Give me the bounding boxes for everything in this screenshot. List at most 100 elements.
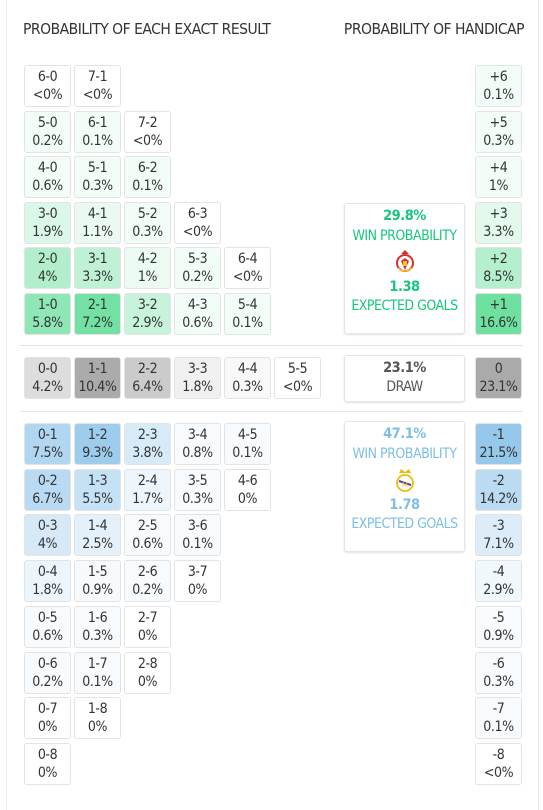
score-label: 1-5 xyxy=(87,564,108,580)
score-label: 1-0 xyxy=(37,297,58,313)
score-label: +4 xyxy=(489,160,508,176)
score-label: -6 xyxy=(492,656,505,672)
probability-value: <0% xyxy=(82,87,113,103)
score-label: 3-4 xyxy=(187,427,208,443)
score-label: 2-1 xyxy=(87,297,108,313)
score-cell-5-3: 5-3 0.2% xyxy=(174,247,221,289)
score-label: 1-3 xyxy=(87,473,108,489)
probability-value: 2.9% xyxy=(483,582,514,598)
score-label: 4-4 xyxy=(237,361,258,377)
probability-value: 0.1% xyxy=(483,87,514,103)
score-label: +1 xyxy=(489,297,508,313)
probability-value: 0.1% xyxy=(232,445,263,461)
probability-value: 0.1% xyxy=(132,178,163,194)
probability-value: <0% xyxy=(182,224,213,240)
score-cell-0-1: 0-1 7.5% xyxy=(24,423,71,465)
score-cell-1-6: 1-6 0.3% xyxy=(74,606,121,648)
score-cell-4-3: 4-3 0.6% xyxy=(174,293,221,335)
score-cell-6-0: 6-0 <0% xyxy=(24,65,71,107)
score-label: 3-5 xyxy=(187,473,208,489)
score-label: 6-0 xyxy=(37,69,58,85)
score-cell-3-1: 3-1 3.3% xyxy=(74,247,121,289)
probability-value: 6.4% xyxy=(132,379,163,395)
score-cell-handicap--3: -3 7.1% xyxy=(475,514,522,556)
probability-value: 16.6% xyxy=(479,315,518,331)
away-win-label: WIN PROBABILITY xyxy=(352,446,457,462)
score-cell-1-1: 1-1 10.4% xyxy=(74,357,121,399)
probability-value: 0.2% xyxy=(32,133,63,149)
score-cell-3-4: 3-4 0.8% xyxy=(174,423,221,465)
score-label: 6-1 xyxy=(87,115,108,131)
probability-value: 1.9% xyxy=(32,224,63,240)
score-label: +5 xyxy=(489,115,508,131)
probability-value: 0.1% xyxy=(232,315,263,331)
score-label: 5-0 xyxy=(37,115,58,131)
score-label: +2 xyxy=(489,251,508,267)
probability-value: 0.2% xyxy=(182,269,213,285)
score-cell-handicap--5: -5 0.9% xyxy=(475,606,522,648)
home-win-probability: 29.8% xyxy=(383,208,426,224)
probability-value: 1% xyxy=(488,178,509,194)
probability-value: 0.3% xyxy=(132,224,163,240)
divider-top xyxy=(20,345,523,346)
probability-value: 1.1% xyxy=(82,224,113,240)
score-cell-5-4: 5-4 0.1% xyxy=(224,293,271,335)
score-cell-2-6: 2-6 0.2% xyxy=(124,560,171,602)
score-cell-2-0: 2-0 4% xyxy=(24,247,71,289)
probability-value: 0.1% xyxy=(82,674,113,690)
away-expected-goals: 1.78 xyxy=(389,497,420,513)
score-label: 1-7 xyxy=(87,656,108,672)
score-cell-handicap--4: -4 2.9% xyxy=(475,560,522,602)
score-label: 3-7 xyxy=(187,564,208,580)
score-label: 0-1 xyxy=(37,427,58,443)
score-cell-4-1: 4-1 1.1% xyxy=(74,202,121,244)
probability-value: 0.6% xyxy=(32,628,63,644)
probability-value: 9.3% xyxy=(82,445,113,461)
panel-border-right xyxy=(538,0,539,810)
score-cell-4-4: 4-4 0.3% xyxy=(224,357,271,399)
score-label: 2-6 xyxy=(137,564,158,580)
score-cell-3-5: 3-5 0.3% xyxy=(174,469,221,511)
score-cell-0-0: 0-0 4.2% xyxy=(24,357,71,399)
score-cell-6-2: 6-2 0.1% xyxy=(124,156,171,198)
score-label: 2-7 xyxy=(137,610,158,626)
score-label: -2 xyxy=(492,473,505,489)
score-cell-0-7: 0-7 0% xyxy=(24,697,71,739)
probability-value: <0% xyxy=(32,87,63,103)
score-cell-6-1: 6-1 0.1% xyxy=(74,111,121,153)
probability-value: 0% xyxy=(137,628,158,644)
probability-value: 10.4% xyxy=(78,379,117,395)
score-cell-handicap-+5: +5 0.3% xyxy=(475,111,522,153)
benfica-crest-icon xyxy=(395,250,414,272)
probability-value: 0% xyxy=(137,674,158,690)
score-label: 1-6 xyxy=(87,610,108,626)
score-cell-handicap--1: -1 21.5% xyxy=(475,423,522,465)
score-cell-7-2: 7-2 <0% xyxy=(124,111,171,153)
score-cell-3-0: 3-0 1.9% xyxy=(24,202,71,244)
score-label: 2-8 xyxy=(137,656,158,672)
score-cell-1-0: 1-0 5.8% xyxy=(24,293,71,335)
away-team-card: 47.1% WIN PROBABILITY M 1.78 EXPECTED GO… xyxy=(344,421,465,552)
probability-value: 0.3% xyxy=(232,379,263,395)
probability-value: 0.2% xyxy=(132,582,163,598)
score-label: +3 xyxy=(489,206,508,222)
score-cell-2-4: 2-4 1.7% xyxy=(124,469,171,511)
real-madrid-crest-icon: M xyxy=(395,469,414,492)
score-cell-handicap-+1: +1 16.6% xyxy=(475,293,522,335)
score-cell-handicap-+2: +2 8.5% xyxy=(475,247,522,289)
score-label: 5-2 xyxy=(137,206,158,222)
score-cell-1-2: 1-2 9.3% xyxy=(74,423,121,465)
score-label: 4-2 xyxy=(137,251,158,267)
probability-value: 0.1% xyxy=(82,133,113,149)
probability-value: 0% xyxy=(37,765,58,781)
probability-value: 0.6% xyxy=(32,178,63,194)
divider-bottom xyxy=(20,411,523,412)
home-expected-goals-label: EXPECTED GOALS xyxy=(351,298,458,314)
handicap-header: PROBABILITY OF HANDICAP xyxy=(343,20,525,38)
score-label: 0-0 xyxy=(37,361,58,377)
score-label: 0-3 xyxy=(37,518,58,534)
score-cell-2-5: 2-5 0.6% xyxy=(124,514,171,556)
probability-value: 3.8% xyxy=(132,445,163,461)
probability-value: 3.3% xyxy=(82,269,113,285)
